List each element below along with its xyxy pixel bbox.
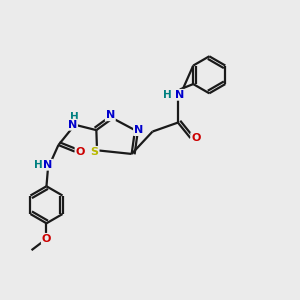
Text: O: O	[191, 133, 200, 143]
Text: H: H	[163, 90, 172, 100]
Text: N: N	[175, 90, 184, 100]
Text: N: N	[68, 120, 77, 130]
Text: N: N	[43, 160, 52, 170]
Text: H: H	[70, 112, 79, 122]
Text: O: O	[42, 234, 51, 244]
Text: S: S	[91, 147, 99, 157]
Text: H: H	[34, 160, 43, 170]
Text: N: N	[134, 125, 143, 135]
Text: O: O	[76, 147, 85, 157]
Text: N: N	[106, 110, 115, 120]
